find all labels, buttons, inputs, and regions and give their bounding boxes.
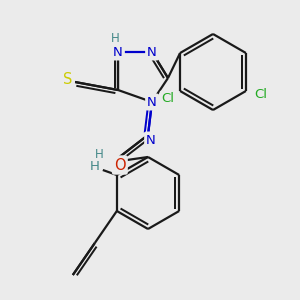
Text: H: H: [94, 148, 103, 160]
Text: N: N: [147, 95, 157, 109]
Text: N: N: [147, 46, 157, 59]
Text: H: H: [111, 32, 119, 44]
Text: H: H: [90, 160, 100, 173]
Text: N: N: [113, 46, 123, 59]
Text: O: O: [114, 158, 126, 172]
Text: N: N: [146, 134, 156, 146]
Text: S: S: [63, 73, 73, 88]
Text: Cl: Cl: [162, 92, 175, 106]
Text: Cl: Cl: [254, 88, 267, 100]
